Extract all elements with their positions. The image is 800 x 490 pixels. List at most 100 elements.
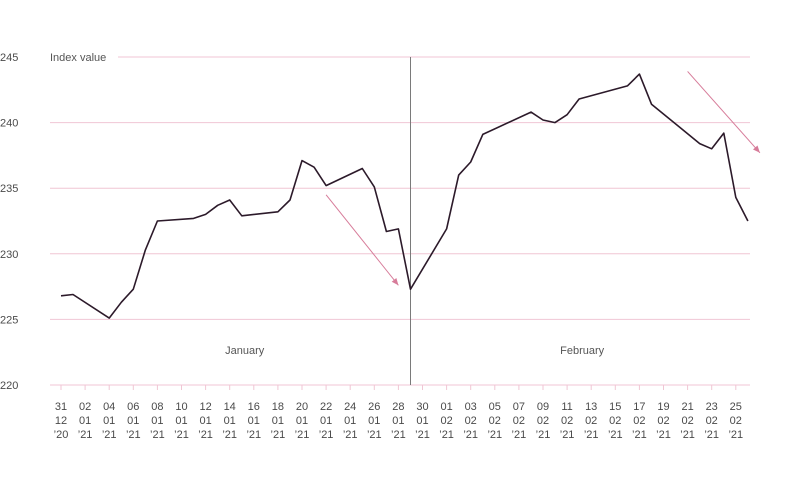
x-tick-label: 18 [272, 401, 284, 413]
y-tick-label: 230 [0, 249, 18, 261]
x-tick-label: 05 [489, 401, 501, 413]
x-tick-label: ’21 [222, 429, 237, 441]
trend-arrow-head [753, 145, 760, 153]
x-tick-label: ’21 [391, 429, 406, 441]
x-tick-label: ’21 [78, 429, 93, 441]
y-tick-label: 220 [0, 380, 18, 392]
x-tick-label: 22 [320, 401, 332, 413]
y-axis-tick-labels: 220 225 230 235 240 245 [0, 52, 18, 392]
x-tick-label: 09 [537, 401, 549, 413]
x-tick-label: 01 [392, 415, 404, 427]
month-label: January [225, 345, 265, 357]
x-tick-label: 17 [633, 401, 645, 413]
x-tick-label: ’21 [174, 429, 189, 441]
x-tick-label: 16 [248, 401, 260, 413]
y-tick-label: 235 [0, 183, 18, 195]
x-tick-label: 01 [368, 415, 380, 427]
x-tick-label: 19 [657, 401, 669, 413]
x-tick-label: ’21 [415, 429, 430, 441]
x-tick-label: ’21 [608, 429, 623, 441]
x-tick-label: 10 [175, 401, 187, 413]
x-tick-label: 02 [465, 415, 477, 427]
y-tick-label: 225 [0, 314, 18, 326]
x-tick-label: 01 [175, 415, 187, 427]
x-tick-label: ’21 [584, 429, 599, 441]
x-tick-label: ’21 [487, 429, 502, 441]
x-tick-label: ’21 [319, 429, 334, 441]
x-tick-label: 26 [368, 401, 380, 413]
x-tick-label: 14 [224, 401, 236, 413]
x-tick-label: 01 [103, 415, 115, 427]
x-tick-label: 01 [440, 401, 452, 413]
x-tick-label: 01 [224, 415, 236, 427]
x-tick-label: 01 [272, 415, 284, 427]
x-tick-label: ’21 [343, 429, 358, 441]
x-tick-label: 12 [199, 401, 211, 413]
x-tick-label: ’21 [728, 429, 743, 441]
x-tick-label: 28 [392, 401, 404, 413]
x-tick-label: ’21 [632, 429, 647, 441]
x-tick-label: 01 [248, 415, 260, 427]
x-tick-label: 11 [561, 401, 572, 413]
x-tick-label: 25 [730, 401, 742, 413]
x-tick-label: 02 [537, 415, 549, 427]
x-tick-label: ’21 [704, 429, 719, 441]
x-tick-label: ’21 [560, 429, 575, 441]
x-tick-label: 01 [127, 415, 139, 427]
x-tick-label: 21 [681, 401, 693, 413]
x-tick-label: 08 [151, 401, 163, 413]
x-tick-label: ’21 [150, 429, 165, 441]
x-tick-label: 02 [561, 415, 573, 427]
x-tick-label: ’21 [439, 429, 454, 441]
y-tick-label: 240 [0, 118, 18, 130]
x-tick-label: 23 [706, 401, 718, 413]
x-tick-label: 02 [633, 415, 645, 427]
x-tick-label: 24 [344, 401, 356, 413]
x-tick-label: ’20 [54, 429, 69, 441]
x-tick-label: 01 [296, 415, 308, 427]
x-tick-label: 12 [55, 415, 67, 427]
gridlines [50, 56, 750, 390]
x-tick-label: 07 [513, 401, 525, 413]
x-tick-label: 02 [585, 415, 597, 427]
x-tick-label: 02 [730, 415, 742, 427]
trend-arrow-line [687, 71, 761, 154]
x-tick-label: ’21 [463, 429, 478, 441]
x-tick-label: ’21 [680, 429, 695, 441]
trend-arrow-head [391, 277, 399, 286]
x-tick-label: 15 [609, 401, 621, 413]
y-axis-title: Index value [50, 52, 106, 64]
x-tick-label: ’21 [126, 429, 141, 441]
x-tick-label: 02 [681, 415, 693, 427]
x-axis-tick-labels: 31 12 ’20 02 01 ’21 04 01 ’21 06 01 ’21 08 01 ’21 10 01 ’… [54, 401, 743, 441]
x-tick-label: 06 [127, 401, 139, 413]
series-line [60, 73, 749, 319]
trend-arrow-line [325, 194, 399, 286]
x-tick-label: 04 [103, 401, 115, 413]
x-tick-label: 13 [585, 401, 597, 413]
x-tick-label: ’21 [295, 429, 310, 441]
trend-arrows [325, 71, 761, 286]
x-tick-label: ’21 [536, 429, 551, 441]
x-tick-label: ’21 [271, 429, 286, 441]
x-tick-label: 02 [657, 415, 669, 427]
x-tick-label: 30 [416, 401, 428, 413]
x-tick-label: 01 [344, 415, 356, 427]
x-tick-label: 03 [465, 401, 477, 413]
x-tick-label: 02 [513, 415, 525, 427]
x-tick-label: 01 [79, 415, 91, 427]
month-labels: January February [225, 345, 604, 357]
x-tick-label: ’21 [246, 429, 261, 441]
x-tick-label: 20 [296, 401, 308, 413]
x-tick-label: 02 [609, 415, 621, 427]
x-tick-label: 02 [440, 415, 452, 427]
x-tick-label: 31 [55, 401, 67, 413]
x-tick-label: 01 [199, 415, 211, 427]
x-tick-label: 01 [416, 415, 428, 427]
x-tick-label: ’21 [198, 429, 213, 441]
x-tick-label: 01 [151, 415, 163, 427]
y-tick-label: 245 [0, 52, 18, 64]
x-tick-label: 01 [320, 415, 332, 427]
x-tick-label: 02 [706, 415, 718, 427]
